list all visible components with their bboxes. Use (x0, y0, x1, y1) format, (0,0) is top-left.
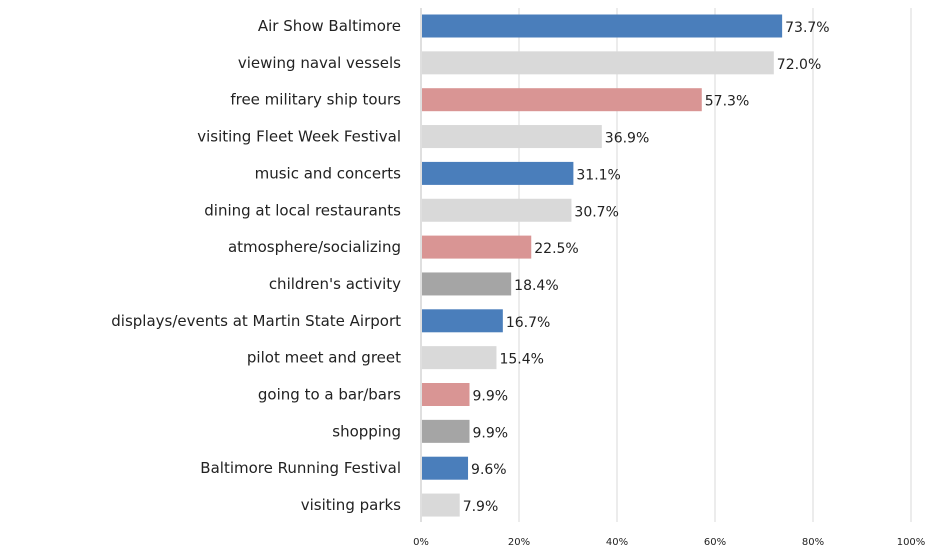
value-label: 9.6% (471, 462, 507, 478)
x-tick-label: 80% (802, 537, 824, 548)
category-label: visiting Fleet Week Festival (197, 128, 401, 146)
value-label: 36.9% (605, 131, 649, 147)
category-label: atmosphere/socializing (228, 238, 401, 256)
x-tick-label: 20% (508, 537, 530, 548)
value-label: 7.9% (463, 499, 499, 515)
bar (422, 383, 470, 406)
value-label: 72.0% (777, 57, 821, 73)
bar (422, 272, 512, 296)
category-label: Air Show Baltimore (258, 17, 401, 35)
value-labels: 73.7% 72.0% 57.3% 36.9% 31.1% 30.7% 22.5% 18.4%… (463, 20, 830, 515)
value-label: 9.9% (473, 389, 509, 405)
category-label: shopping (332, 422, 401, 440)
value-label: 9.9% (473, 425, 509, 441)
value-label: 16.7% (506, 315, 550, 331)
bar (422, 125, 602, 149)
category-label: free military ship tours (230, 91, 401, 109)
category-label: dining at local restaurants (204, 201, 401, 219)
value-label: 18.4% (514, 278, 558, 294)
value-label: 73.7% (785, 20, 829, 36)
x-axis-ticks: 0% 20% 40% 60% 80% 100% (413, 537, 925, 548)
category-label: children's activity (269, 275, 401, 293)
category-label: music and concerts (255, 164, 402, 182)
bar (422, 309, 503, 333)
bar (422, 198, 572, 222)
x-tick-label: 100% (897, 537, 926, 548)
value-label: 15.4% (499, 352, 543, 368)
bar (422, 14, 783, 38)
bar (422, 88, 702, 112)
category-label: viewing naval vessels (238, 54, 401, 72)
bars (422, 14, 783, 517)
bar (422, 161, 574, 185)
value-label: 22.5% (534, 241, 578, 257)
x-tick-label: 60% (704, 537, 726, 548)
x-tick-label: 40% (606, 537, 628, 548)
bar (422, 419, 470, 443)
bar (422, 493, 460, 517)
bar (422, 346, 497, 370)
bar (422, 51, 774, 75)
value-label: 30.7% (574, 204, 618, 220)
category-label: visiting parks (301, 496, 401, 514)
gridlines (420, 8, 912, 522)
value-label: 31.1% (576, 167, 620, 183)
category-label: displays/events at Martin State Airport (111, 312, 401, 330)
value-label: 57.3% (705, 94, 749, 110)
category-labels: Air Show Baltimore viewing naval vessels f… (111, 17, 401, 514)
bar (422, 456, 469, 480)
bar (422, 235, 532, 259)
category-label: pilot meet and greet (247, 349, 401, 367)
category-label: Baltimore Running Festival (200, 459, 401, 477)
x-tick-label: 0% (413, 537, 429, 548)
category-label: going to a bar/bars (258, 386, 401, 404)
